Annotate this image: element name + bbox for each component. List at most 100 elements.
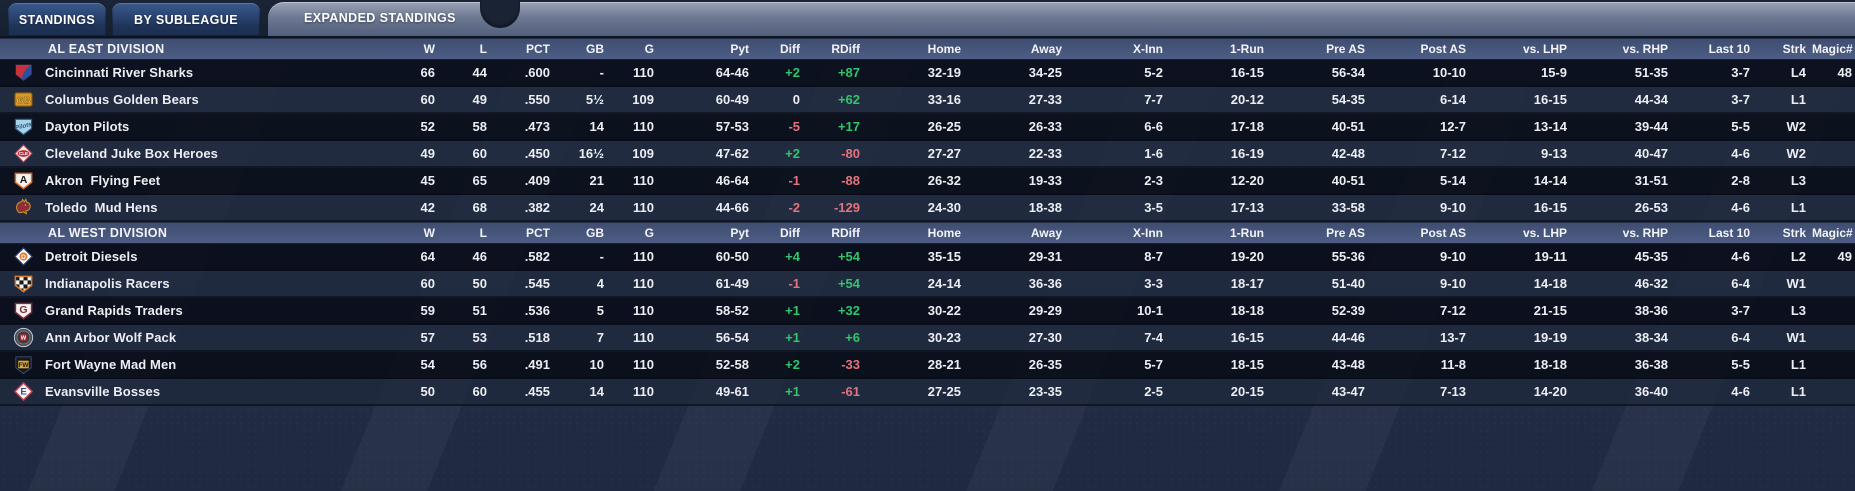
col-header-diff[interactable]: Diff [780,226,800,240]
team-row[interactable]: Indianapolis Racers 60 50 .545 4 110 61-49 -1 +5… [0,271,1855,298]
team-name[interactable]: Ann Arbor Wolf Pack [45,330,177,345]
stat-home: 32-19 [927,65,961,80]
team-row[interactable]: D Detroit Diesels 64 46 .582 - 110 60-50 +4 +54 35… [0,244,1855,271]
stat-last-10: 6-4 [1731,276,1750,291]
col-header-diff[interactable]: Diff [780,42,800,56]
col-header-gb[interactable]: GB [586,226,604,240]
stat-strk: L1 [1790,200,1806,215]
stat-x-inn: 3-5 [1144,200,1163,215]
stat-pyt: 49-61 [715,384,749,399]
stat-gb: 4 [596,276,604,291]
col-header-post-as[interactable]: Post AS [1420,42,1466,56]
col-header-x-inn[interactable]: X-Inn [1133,42,1163,56]
stat-last-10: 3-7 [1731,303,1750,318]
col-header-pre-as[interactable]: Pre AS [1326,226,1365,240]
toledo-mud-hens-logo [13,197,34,218]
stat-diff: +1 [785,384,800,399]
team-name[interactable]: Dayton Pilots [45,119,130,134]
stat-l: 65 [472,173,487,188]
stat-pre-as: 40-51 [1331,119,1365,134]
team-name[interactable]: Cleveland Juke Box Heroes [45,146,219,161]
col-header-rdiff[interactable]: RDiff [831,42,860,56]
col-header-gb[interactable]: GB [586,42,604,56]
team-row[interactable]: G Grand Rapids Traders 59 51 .536 5 110 58-52 +1… [0,298,1855,325]
stat-w: 49 [420,146,435,161]
division-header-row: AL EAST DIVISION W L PCT GB G Pyt Diff RDiff Home… [0,38,1855,60]
col-header-pyt[interactable]: Pyt [730,42,749,56]
col-header-pct[interactable]: PCT [526,226,550,240]
col-header-away[interactable]: Away [1030,226,1062,240]
stat-away: 27-33 [1028,92,1062,107]
stat-gb: 14 [589,119,604,134]
team-name[interactable]: Evansville Bosses [45,384,161,399]
stat-away: 26-35 [1028,357,1062,372]
stat-rdiff: +17 [837,119,860,134]
division-header-row: AL WEST DIVISION W L PCT GB G Pyt Diff RDiff Home… [0,222,1855,244]
col-header-home[interactable]: Home [927,226,961,240]
col-header-rdiff[interactable]: RDiff [831,226,860,240]
stat-away: 29-29 [1028,303,1062,318]
col-header-x-inn[interactable]: X-Inn [1133,226,1163,240]
stat-l: 53 [472,330,487,345]
col-header-last-10[interactable]: Last 10 [1708,42,1750,56]
team-row[interactable]: W Ann Arbor Wolf Pack 57 53 .518 7 110 56-54 +1 +… [0,325,1855,352]
col-header-vs-rhp[interactable]: vs. RHP [1622,42,1668,56]
col-header-magic[interactable]: Magic# [1812,226,1853,240]
team-row[interactable]: CLE Cleveland Juke Box Heroes 49 60 .450 16½ 1… [0,141,1855,168]
stat-l: 56 [472,357,487,372]
stat-gb: 5 [596,303,604,318]
stat-magic: 49 [1837,249,1852,264]
col-header-l[interactable]: L [479,226,487,240]
col-header-w[interactable]: W [423,42,435,56]
team-name[interactable]: Toledo Mud Hens [45,200,158,215]
tab-standings[interactable]: STANDINGS [8,3,106,36]
stat-l: 58 [472,119,487,134]
stat-g: 110 [633,200,654,215]
col-header-post-as[interactable]: Post AS [1420,226,1466,240]
team-name[interactable]: Fort Wayne Mad Men [45,357,177,372]
col-header-home[interactable]: Home [927,42,961,56]
expanded-standings-table: AL EAST DIVISION W L PCT GB G Pyt Diff RDiff Home… [0,38,1855,406]
team-row[interactable]: Toledo Mud Hens 42 68 .382 24 110 44-66 -2 -129 2… [0,195,1855,222]
col-header-last-10[interactable]: Last 10 [1708,226,1750,240]
col-header-pct[interactable]: PCT [526,42,550,56]
team-name[interactable]: Akron Flying Feet [45,173,161,188]
col-header-magic[interactable]: Magic# [1812,42,1853,56]
col-header-strk[interactable]: Strk [1782,226,1806,240]
col-header-g[interactable]: G [644,226,654,240]
team-name[interactable]: Columbus Golden Bears [45,92,199,107]
team-name[interactable]: Cincinnati River Sharks [45,65,194,80]
col-header-pre-as[interactable]: Pre AS [1326,42,1365,56]
col-header-away[interactable]: Away [1030,42,1062,56]
team-name[interactable]: Detroit Diesels [45,249,138,264]
team-cell: E Evansville Bosses [0,381,390,402]
team-row[interactable]: GB Columbus Golden Bears 60 49 .550 5½ 109 60-4… [0,87,1855,114]
col-header-w[interactable]: W [423,226,435,240]
tab-expanded-standings[interactable]: EXPANDED STANDINGS [268,0,1855,36]
team-name[interactable]: Indianapolis Racers [45,276,170,291]
team-row[interactable]: A Akron Flying Feet 45 65 .409 21 110 46-64 -1 -8… [0,168,1855,195]
col-header-1-run[interactable]: 1-Run [1230,42,1264,56]
team-name[interactable]: Grand Rapids Traders [45,303,183,318]
team-row[interactable]: Pilots Dayton Pilots 52 58 .473 14 110 57-53 -5 +… [0,114,1855,141]
stat-pyt: 57-53 [715,119,749,134]
stat-diff: +2 [785,65,800,80]
team-row[interactable]: E Evansville Bosses 50 60 .455 14 110 49-61 +1 -6… [0,379,1855,406]
stat-vs-lhp: 14-18 [1533,276,1567,291]
col-header-l[interactable]: L [479,42,487,56]
stat-pct: .582 [524,249,550,264]
stat-last-10: 5-5 [1731,119,1750,134]
col-header-1-run[interactable]: 1-Run [1230,226,1264,240]
col-header-vs-rhp[interactable]: vs. RHP [1622,226,1668,240]
team-row[interactable]: Cincinnati River Sharks 66 44 .600 - 110 64-46… [0,60,1855,87]
tab-by-subleague[interactable]: BY SUBLEAGUE [112,3,260,36]
team-cell: Indianapolis Racers [0,273,390,294]
col-header-vs-lhp[interactable]: vs. LHP [1522,42,1567,56]
col-header-vs-lhp[interactable]: vs. LHP [1522,226,1567,240]
col-header-g[interactable]: G [644,42,654,56]
col-header-pyt[interactable]: Pyt [730,226,749,240]
stat-strk: L4 [1790,65,1806,80]
col-header-strk[interactable]: Strk [1782,42,1806,56]
team-row[interactable]: FW Fort Wayne Mad Men 54 56 .491 10 110 52-58 +2… [0,352,1855,379]
stat-rdiff: +54 [837,249,860,264]
